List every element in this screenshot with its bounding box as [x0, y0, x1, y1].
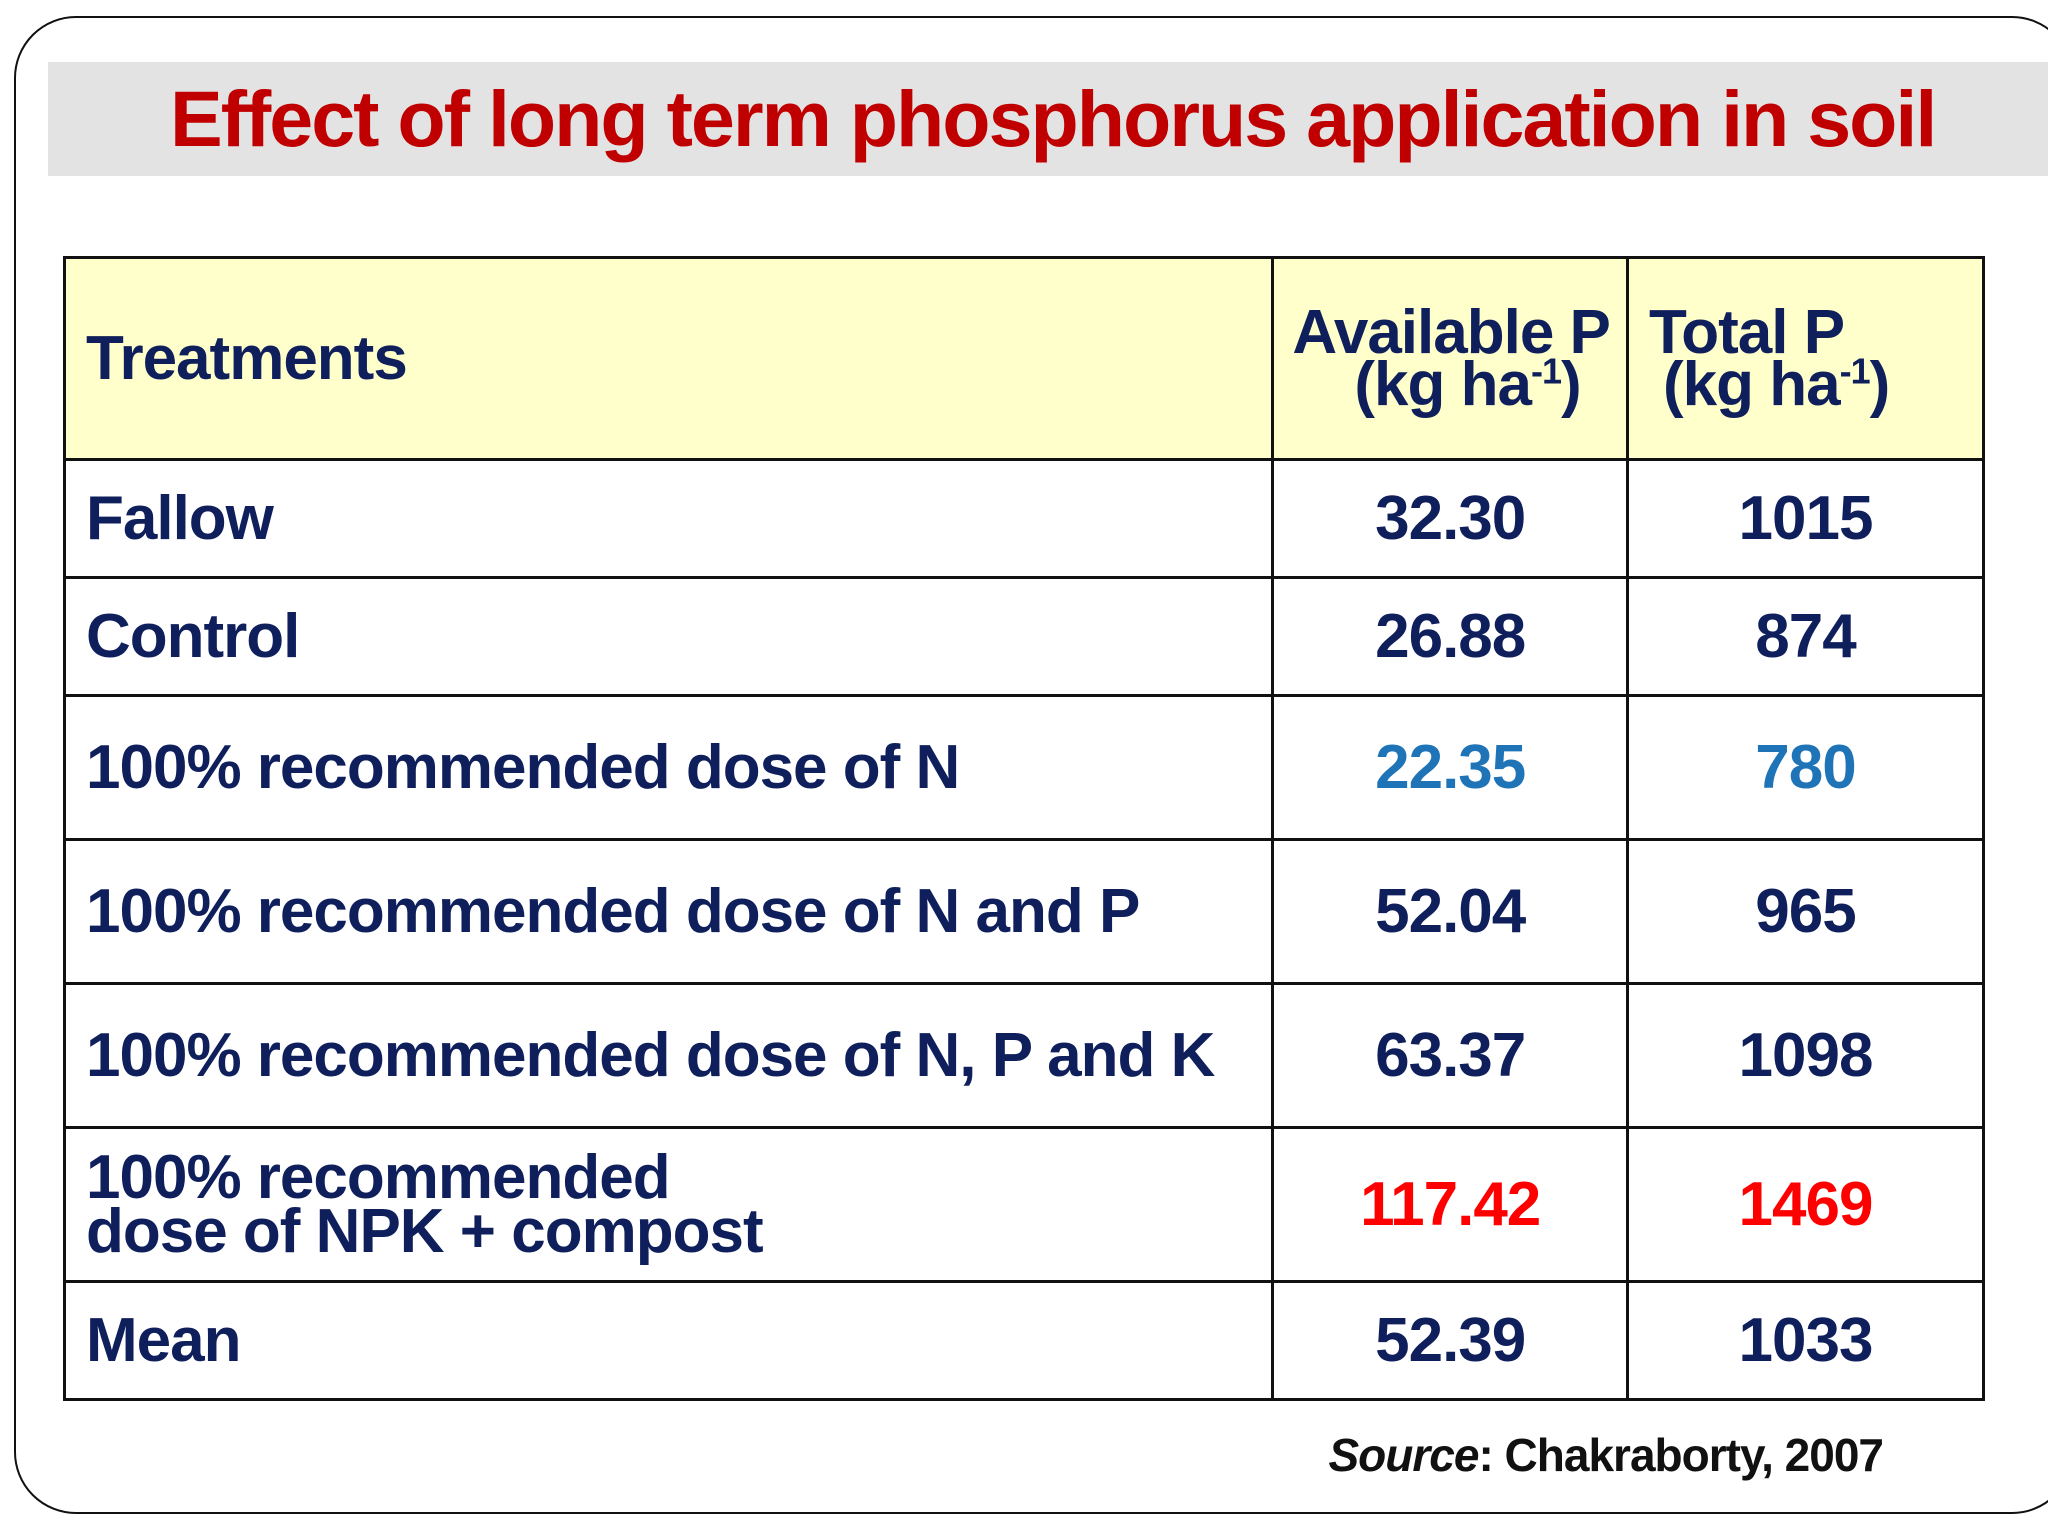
available-p-cell: 26.88 — [1271, 576, 1629, 697]
source-citation: Source: Chakraborty, 2007 — [1329, 1428, 1884, 1482]
table-row: 100% recommended dose of N and P 52.04 9… — [62, 838, 1985, 985]
table-row: Control 26.88 874 — [62, 576, 1985, 697]
treatment-cell: 100% recommended dose of N, P and K — [62, 982, 1275, 1129]
header-available-p-unit: (kg ha-1) — [1292, 352, 1625, 415]
total-p-cell-highlight-low: 780 — [1626, 694, 1985, 841]
header-treatments: Treatments — [62, 256, 1275, 461]
table-row: 100% recommended dose of N 22.35 780 — [62, 694, 1985, 841]
title-band — [48, 62, 2048, 176]
unit-close: ) — [1560, 349, 1582, 419]
total-p-cell: 1033 — [1626, 1280, 1985, 1401]
phosphorus-table: Treatments Available P (kg ha-1) Total P… — [62, 256, 1985, 1401]
total-p-cell-highlight-high: 1469 — [1626, 1126, 1985, 1283]
slide-title: Effect of long term phosphorus applicati… — [170, 74, 1937, 163]
unit-text: (kg ha — [1663, 349, 1841, 419]
available-p-cell: 52.04 — [1271, 838, 1629, 985]
table-row: Mean 52.39 1033 — [62, 1280, 1985, 1401]
header-total-p: Total P (kg ha-1) — [1626, 256, 1985, 461]
available-p-cell: 63.37 — [1271, 982, 1629, 1129]
header-available-p: Available P (kg ha-1) — [1271, 256, 1629, 461]
table-row: 100% recommended dose of N, P and K 63.3… — [62, 982, 1985, 1129]
source-label: Source — [1328, 1429, 1480, 1481]
treatment-cell: Mean — [62, 1280, 1275, 1401]
available-p-cell-highlight-low: 22.35 — [1271, 694, 1629, 841]
unit-exponent: -1 — [1530, 349, 1562, 391]
header-total-p-unit: (kg ha-1) — [1649, 352, 1981, 415]
treatment-cell: 100% recommended dose of NPK + compost — [62, 1126, 1275, 1283]
table-header-row: Treatments Available P (kg ha-1) Total P… — [62, 256, 1985, 461]
total-p-cell: 874 — [1626, 576, 1985, 697]
available-p-cell-highlight-high: 117.42 — [1271, 1126, 1629, 1283]
treatment-cell: 100% recommended dose of N and P — [62, 838, 1275, 985]
available-p-cell: 52.39 — [1271, 1280, 1629, 1401]
header-available-p-label: Available P — [1292, 297, 1611, 367]
treatment-cell: Fallow — [62, 458, 1275, 579]
header-total-p-label: Total P — [1649, 297, 1845, 367]
available-p-cell: 32.30 — [1271, 458, 1629, 579]
total-p-cell: 1098 — [1626, 982, 1985, 1129]
unit-exponent: -1 — [1839, 349, 1871, 391]
table-row: Fallow 32.30 1015 — [62, 458, 1985, 579]
table-row: 100% recommended dose of NPK + compost 1… — [62, 1126, 1985, 1283]
unit-close: ) — [1869, 349, 1891, 419]
total-p-cell: 1015 — [1626, 458, 1985, 579]
source-text: : Chakraborty, 2007 — [1478, 1429, 1884, 1481]
unit-text: (kg ha — [1354, 349, 1532, 419]
total-p-cell: 965 — [1626, 838, 1985, 985]
treatment-cell: Control — [62, 576, 1275, 697]
treatment-cell: 100% recommended dose of N — [62, 694, 1275, 841]
